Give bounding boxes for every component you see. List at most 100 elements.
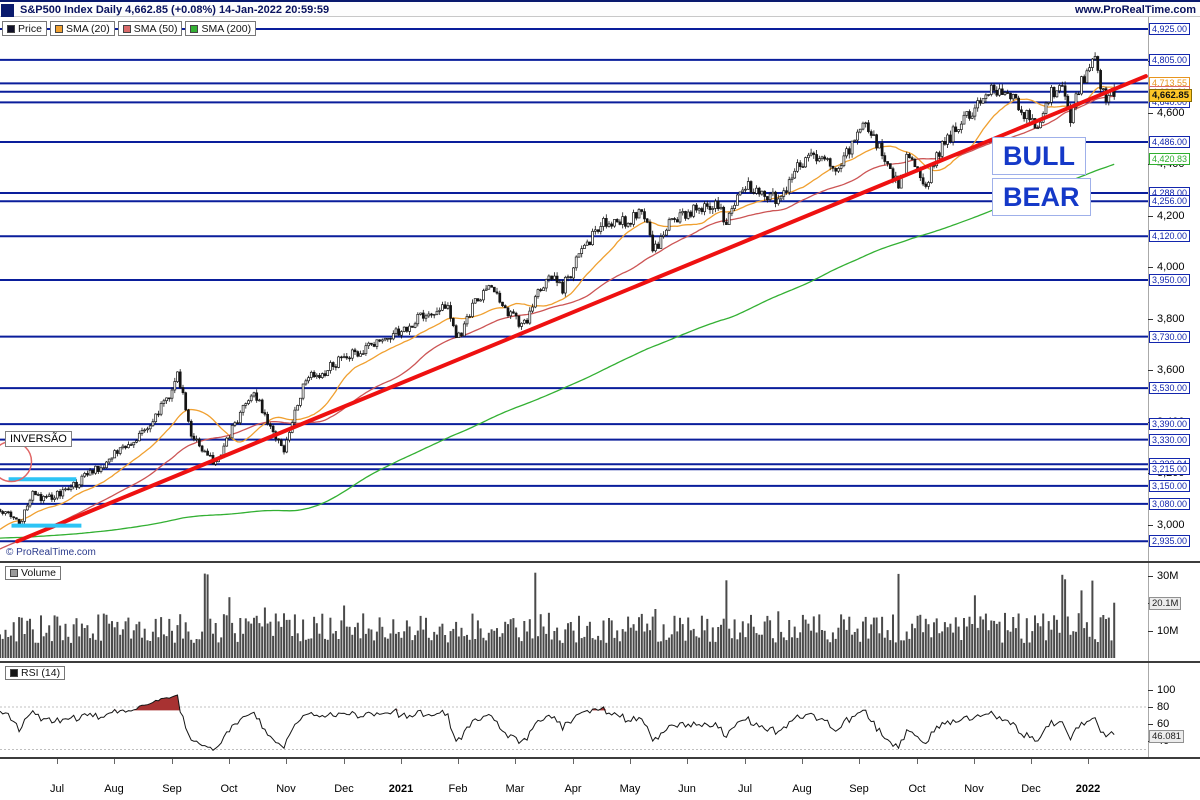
rsi-legend-label: RSI (14) <box>21 667 61 679</box>
time-tick-mark <box>859 759 860 764</box>
price-level-label: 4,256.00 <box>1149 195 1191 207</box>
volume-tick-mark <box>1148 631 1153 632</box>
pane-separator[interactable] <box>0 757 1200 759</box>
legend-chip-sma20[interactable]: SMA (20) <box>49 21 115 36</box>
price-level-label: 2,935.00 <box>1149 535 1191 547</box>
volume-current-label: 20.1M <box>1149 597 1182 610</box>
time-axis-label: Sep <box>162 783 182 795</box>
title-bar: S&P500 Index Daily 4,662.85 (+0.08%) 14-… <box>0 0 1200 17</box>
bull-label: BULL <box>992 137 1086 175</box>
current-price-label: 4,662.85 <box>1149 89 1192 102</box>
time-axis-label: Jul <box>49 783 65 795</box>
time-axis-label: Oct <box>220 783 238 795</box>
copyright-text: © ProRealTime.com <box>6 547 96 558</box>
price-tick-mark <box>1148 267 1153 268</box>
volume-tick: 30M <box>1157 570 1179 582</box>
price-level-label: 3,390.00 <box>1149 418 1191 430</box>
legend-swatch-icon <box>54 24 63 33</box>
time-axis-label: Sep <box>849 783 869 795</box>
inversao-label: INVERSÃO <box>5 431 72 447</box>
price-tick: 3,600 <box>1157 364 1185 376</box>
rsi-tick: 100 <box>1157 684 1176 696</box>
price-tick-mark <box>1148 525 1153 526</box>
time-axis-label: Mar <box>505 783 525 795</box>
legend-swatch-icon <box>122 24 131 33</box>
time-axis-label: Apr <box>564 783 582 795</box>
price-level-label: 3,950.00 <box>1149 274 1191 286</box>
price-level-label: 3,150.00 <box>1149 480 1191 492</box>
volume-tick: 10M <box>1157 625 1179 637</box>
rsi-tick-mark <box>1148 724 1153 725</box>
pane-separator[interactable] <box>0 661 1200 663</box>
price-level-label: 3,730.00 <box>1149 331 1191 343</box>
legend-label: SMA (50) <box>133 22 178 35</box>
prorealtime-logo-icon <box>1 4 14 17</box>
time-tick-mark <box>57 759 58 764</box>
price-tick: 3,800 <box>1157 313 1185 325</box>
time-axis-label: Jun <box>678 783 696 795</box>
price-level-label: 4,120.00 <box>1149 230 1191 242</box>
time-tick-mark <box>917 759 918 764</box>
time-axis[interactable] <box>0 759 1200 800</box>
price-tick: 3,000 <box>1157 519 1185 531</box>
rsi-legend-chip[interactable]: RSI (14) <box>5 666 66 680</box>
time-axis-label: Nov <box>964 783 984 795</box>
price-level-label: 4,486.00 <box>1149 136 1191 148</box>
time-axis-label: Nov <box>276 783 296 795</box>
time-tick-mark <box>802 759 803 764</box>
bear-label: BEAR <box>992 178 1091 216</box>
legend-chip-price[interactable]: Price <box>2 21 47 36</box>
watermark-link[interactable]: www.ProRealTime.com <box>1074 4 1196 16</box>
legend-chip-sma200[interactable]: SMA (200) <box>185 21 257 36</box>
price-tick: 4,000 <box>1157 261 1185 273</box>
legend-swatch-icon <box>190 24 199 33</box>
rsi-tick-mark <box>1148 690 1153 691</box>
pane-separator[interactable] <box>0 561 1200 563</box>
time-axis-label: 2021 <box>388 783 414 795</box>
rsi-tick: 60 <box>1157 718 1170 730</box>
volume-legend-chip[interactable]: Volume <box>5 566 62 580</box>
legend-label: SMA (20) <box>65 22 110 35</box>
rsi-swatch-icon <box>10 669 18 677</box>
time-tick-mark <box>515 759 516 764</box>
price-tick-mark <box>1148 370 1153 371</box>
price-level-label: 3,215.00 <box>1149 463 1191 475</box>
price-tick-mark <box>1148 216 1153 217</box>
time-tick-mark <box>458 759 459 764</box>
time-axis-label: Dec <box>1021 783 1041 795</box>
price-level-label: 4,925.00 <box>1149 23 1191 35</box>
time-tick-mark <box>630 759 631 764</box>
volume-swatch-icon <box>10 569 18 577</box>
time-tick-mark <box>114 759 115 764</box>
time-axis-label: Aug <box>104 783 124 795</box>
legend-chip-sma50[interactable]: SMA (50) <box>117 21 183 36</box>
price-level-label: 4,805.00 <box>1149 54 1191 66</box>
time-axis-label: Oct <box>908 783 926 795</box>
legend-swatch-icon <box>7 24 15 33</box>
time-tick-mark <box>1031 759 1032 764</box>
price-level-label: 4,420.83 <box>1149 153 1191 165</box>
time-axis-label: Aug <box>792 783 812 795</box>
legend-label: Price <box>18 22 42 35</box>
price-tick-mark <box>1148 319 1153 320</box>
volume-tick-mark <box>1148 576 1153 577</box>
time-tick-mark <box>687 759 688 764</box>
time-tick-mark <box>172 759 173 764</box>
time-tick-mark <box>1088 759 1089 764</box>
indicator-legend: Price SMA (20) SMA (50) SMA (200) <box>2 21 257 36</box>
rsi-current-label: 46.081 <box>1149 730 1185 743</box>
price-tick: 4,600 <box>1157 107 1185 119</box>
time-tick-mark <box>745 759 746 764</box>
time-axis-label: May <box>619 783 641 795</box>
volume-legend-label: Volume <box>21 567 57 579</box>
instrument-title: S&P500 Index Daily 4,662.85 (+0.08%) 14-… <box>20 4 330 16</box>
price-level-label: 3,330.00 <box>1149 434 1191 446</box>
time-tick-mark <box>974 759 975 764</box>
time-tick-mark <box>573 759 574 764</box>
time-tick-mark <box>229 759 230 764</box>
time-tick-mark <box>401 759 402 764</box>
price-level-label: 3,080.00 <box>1149 498 1191 510</box>
time-tick-mark <box>286 759 287 764</box>
